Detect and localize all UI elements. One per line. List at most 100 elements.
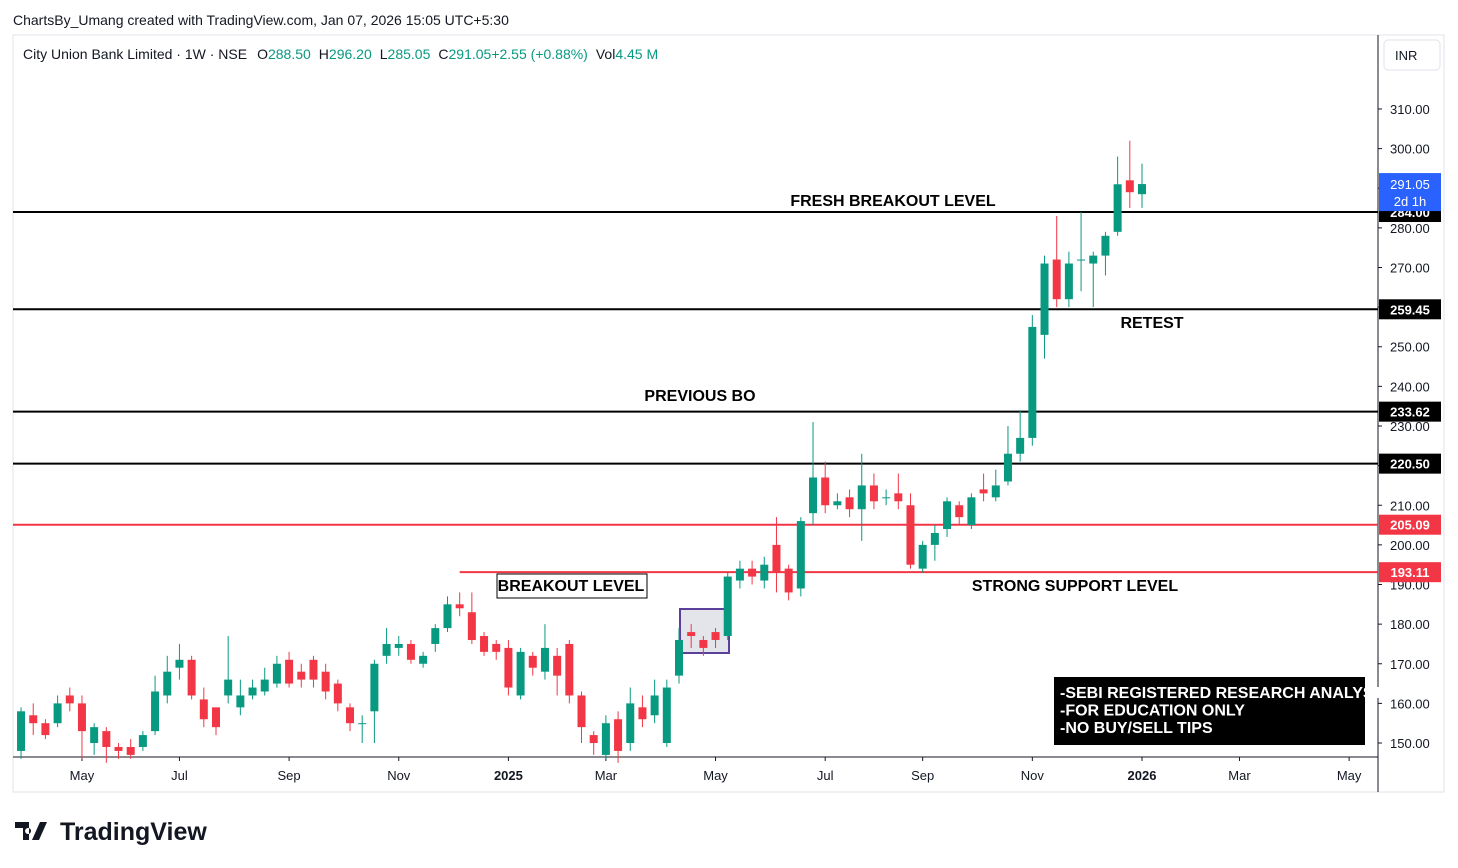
last-price-label: 291.05 — [1390, 177, 1430, 192]
legend-value: 285.05 — [388, 46, 431, 62]
legend-value: 288.50 — [268, 46, 311, 62]
candle-body — [406, 643, 415, 660]
candle-body — [175, 659, 184, 668]
candle-body — [540, 647, 549, 672]
x-tick-label: Jul — [171, 768, 188, 783]
currency-button[interactable] — [1383, 39, 1441, 71]
candle-body — [90, 727, 99, 744]
level-label: 259.45 — [1390, 302, 1430, 317]
y-tick-label: 280.00 — [1390, 221, 1430, 236]
candle-body — [1040, 263, 1049, 335]
candle-body — [528, 655, 537, 668]
legend-line: City Union Bank Limited · 1W · NSE O288.5… — [23, 46, 658, 62]
annotation: RETEST — [1120, 315, 1183, 332]
x-tick-label: Sep — [278, 768, 301, 783]
legend: City Union Bank Limited · 1W · NSE O288.5… — [23, 46, 658, 62]
credit: ChartsBy_Umang created with TradingView.… — [13, 12, 509, 28]
candle-body — [394, 643, 403, 648]
candle-body — [248, 687, 257, 696]
candle-body — [504, 647, 513, 688]
candle-body — [553, 655, 562, 676]
level-label-box — [1379, 453, 1441, 474]
candle-body — [821, 477, 830, 506]
candle-body — [699, 639, 708, 648]
footer-logo: TradingView — [15, 818, 207, 846]
legend-value: +2.55 (+0.88%) — [491, 46, 588, 62]
annotation: BREAKOUT LEVEL — [498, 578, 645, 595]
currency[interactable]: INR — [1395, 48, 1417, 63]
candle-body — [711, 632, 720, 640]
candle-body — [77, 703, 86, 732]
legend-value: 291.05 — [449, 46, 492, 62]
candle-body — [1125, 180, 1134, 193]
candle-body — [138, 735, 147, 747]
y-tick-label: 180.00 — [1390, 617, 1430, 632]
candle-body — [614, 719, 623, 751]
x-tick-label: Mar — [595, 768, 618, 783]
candle-body — [857, 485, 866, 510]
level-label: 233.62 — [1390, 405, 1430, 420]
candle-body — [272, 663, 281, 684]
candle-body — [918, 544, 927, 569]
candle-body — [29, 715, 38, 724]
candle-body — [297, 671, 306, 680]
level-label-box — [1379, 562, 1441, 583]
legend-key: Vol — [596, 46, 615, 62]
candle-body — [991, 485, 1000, 498]
candle-body — [930, 532, 939, 545]
x-tick-label: May — [703, 768, 728, 783]
candle-body — [1052, 259, 1061, 300]
candle-body — [565, 643, 574, 696]
candle-body — [1003, 453, 1012, 482]
x-tick-label: 2025 — [494, 768, 523, 783]
candle-body — [285, 659, 294, 684]
y-tick-label: 210.00 — [1390, 498, 1430, 513]
note-line: -NO BUY/SELL TIPS — [1060, 720, 1213, 737]
last-price-box — [1379, 173, 1441, 212]
candle-body — [760, 564, 769, 581]
candle-body — [626, 703, 635, 744]
x-tick-label: Nov — [1021, 768, 1045, 783]
y-tick-label: 230.00 — [1390, 419, 1430, 434]
candle-body — [419, 655, 428, 664]
candle-body — [1016, 437, 1025, 454]
candle-body — [333, 683, 342, 704]
candle-body — [845, 497, 854, 510]
x-tick-label: May — [70, 768, 95, 783]
candle-body — [492, 643, 501, 652]
legend-value: 4.45 M — [615, 46, 658, 62]
candle-body — [1028, 326, 1037, 438]
candle-body — [358, 723, 367, 725]
annotation: FRESH BREAKOUT LEVEL — [790, 193, 996, 210]
candle-body — [1089, 255, 1098, 264]
level-label: 205.09 — [1390, 518, 1430, 533]
candle-body — [467, 612, 476, 640]
candle-body — [41, 723, 50, 736]
candle-body — [516, 651, 525, 696]
candle-body — [102, 731, 111, 747]
countdown-label: 2d 1h — [1394, 194, 1427, 209]
candle-body — [199, 699, 208, 720]
candle-body — [114, 746, 123, 751]
candle-body — [382, 643, 391, 656]
x-tick-label: 2026 — [1128, 768, 1157, 783]
candle-body — [211, 707, 220, 728]
x-tick-label: Sep — [911, 768, 934, 783]
candle-body — [577, 695, 586, 728]
level-label-box — [1379, 401, 1441, 422]
candle-body — [1077, 259, 1086, 261]
y-tick-label: 310.00 — [1390, 102, 1430, 117]
logo-mark — [15, 822, 47, 840]
candle-body — [906, 505, 915, 565]
candle-body — [735, 568, 744, 581]
annotation: STRONG SUPPORT LEVEL — [972, 578, 1178, 595]
candle-body — [1137, 184, 1146, 195]
annotation-box — [496, 573, 648, 599]
x-tick-label: May — [1337, 768, 1362, 783]
candle-body — [674, 639, 683, 676]
candle-body — [53, 703, 62, 724]
candle-body — [224, 679, 233, 696]
candle-body — [638, 707, 647, 720]
y-tick-label: 200.00 — [1390, 538, 1430, 553]
